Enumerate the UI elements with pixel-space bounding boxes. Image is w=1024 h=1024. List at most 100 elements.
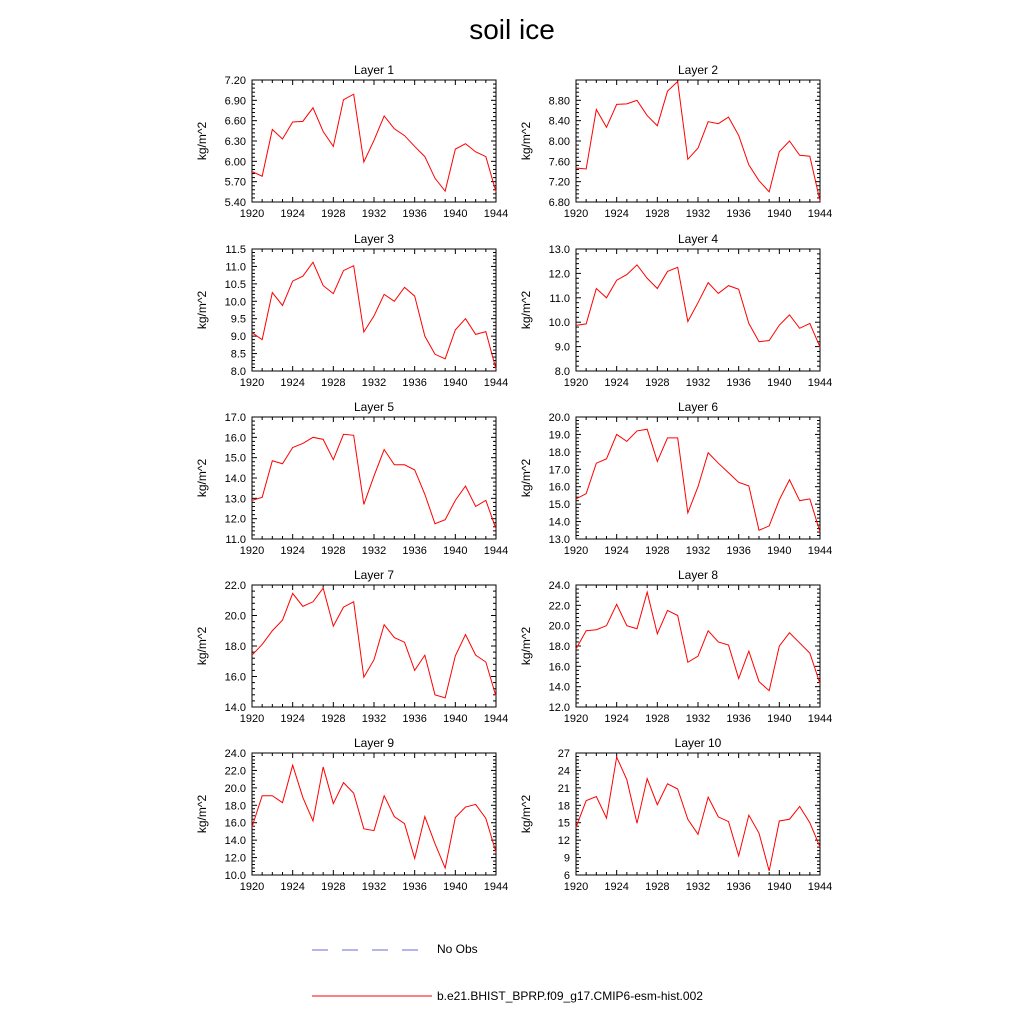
y-tick-label: 8.40 [549,116,570,128]
y-tick-label: 17.0 [549,464,570,476]
x-tick-label: 1936 [402,881,426,893]
chart-panel-2: Layer 2 1920 1924 1928 1932 1936 1940 1944 6.80 7… [519,63,832,220]
x-tick-label: 1920 [240,713,264,725]
x-tick-label: 1924 [604,545,628,557]
plot-frame [575,752,821,876]
plot-frame [251,248,497,372]
series-line [575,264,821,348]
x-tick-label: 1940 [443,713,467,725]
y-tick-label: 5.70 [225,177,246,189]
x-tick-label: 1928 [321,545,345,557]
x-tick-label: 1924 [280,208,304,220]
x-tick-label: 1932 [686,208,710,220]
legend-obs-label: No Obs [437,942,478,956]
y-tick-label: 8.80 [549,95,570,107]
chart-panel-1: Layer 1 1920 1924 1928 1932 1936 1940 1944 5.40 5… [195,63,508,220]
y-tick-label: 22.0 [225,765,246,777]
y-tick-label: 9.0 [231,331,246,343]
y-tick-label: 14.0 [225,702,246,714]
series-line [251,763,497,870]
y-tick-label: 18.0 [549,447,570,459]
y-axis-label: kg/m^2 [519,291,533,330]
y-axis-label: kg/m^2 [519,795,533,834]
x-tick-label: 1944 [808,208,832,220]
x-tick-label: 1944 [484,377,508,389]
x-tick-label: 1928 [321,377,345,389]
x-tick-label: 1940 [767,545,791,557]
series-line [575,590,821,692]
x-tick-label: 1920 [240,881,264,893]
chart-panel-5: Layer 5 1920 1924 1928 1932 1936 1940 1944 11.0 1… [195,400,508,557]
x-tick-label: 1920 [564,545,588,557]
x-tick-label: 1920 [240,545,264,557]
y-tick-label: 10.0 [225,296,246,308]
y-tick-label: 24.0 [225,748,246,760]
y-tick-label: 20.0 [225,783,246,795]
plot-frame [575,248,821,372]
x-tick-label: 1932 [362,208,386,220]
series-line [251,93,497,193]
x-tick-label: 1920 [240,377,264,389]
panel-title: Layer 7 [354,568,394,582]
x-tick-label: 1944 [808,377,832,389]
series-line [251,433,497,529]
y-axis-label: kg/m^2 [519,122,533,161]
x-tick-label: 1944 [484,545,508,557]
x-tick-label: 1944 [808,713,832,725]
y-tick-label: 12 [558,835,570,847]
x-tick-label: 1944 [808,545,832,557]
chart-panel-7: Layer 7 1920 1924 1928 1932 1936 1940 1944 14.0 1… [195,568,508,725]
x-tick-label: 1936 [726,208,750,220]
plot-frame [251,416,497,540]
x-tick-label: 1940 [443,881,467,893]
x-tick-label: 1924 [604,713,628,725]
y-tick-label: 16.0 [225,818,246,830]
y-tick-label: 6 [564,870,570,882]
panel-title: Layer 4 [678,232,718,246]
y-axis-label: kg/m^2 [195,291,209,330]
x-tick-label: 1928 [645,377,669,389]
y-axis-label: kg/m^2 [519,627,533,666]
y-tick-label: 16.0 [549,482,570,494]
x-tick-label: 1920 [564,377,588,389]
y-tick-label: 16.0 [225,672,246,684]
y-tick-label: 20.0 [225,611,246,623]
y-tick-label: 6.00 [225,156,246,168]
chart-panel-6: Layer 6 1920 1924 1928 1932 1936 1940 1944 13.0 1… [519,400,832,557]
x-tick-label: 1936 [726,545,750,557]
x-tick-label: 1944 [484,881,508,893]
series-line [575,80,821,202]
y-tick-label: 8.0 [555,366,570,378]
y-tick-label: 6.60 [225,116,246,128]
x-tick-label: 1940 [443,377,467,389]
x-tick-label: 1936 [402,545,426,557]
y-tick-label: 16.0 [549,661,570,673]
x-tick-label: 1920 [564,881,588,893]
series-line [251,261,497,370]
y-tick-label: 18.0 [225,641,246,653]
y-tick-label: 11.5 [225,244,246,256]
y-tick-label: 6.90 [225,95,246,107]
y-tick-label: 15 [558,818,570,830]
x-tick-label: 1928 [645,881,669,893]
plot-frame [575,584,821,708]
y-tick-label: 10.0 [549,317,570,329]
panel-title: Layer 3 [354,232,394,246]
y-tick-label: 7.20 [549,177,570,189]
x-tick-label: 1928 [645,208,669,220]
panel-title: Layer 1 [354,63,394,77]
y-tick-label: 19.0 [549,429,570,441]
x-tick-label: 1936 [726,881,750,893]
y-tick-label: 12.0 [225,853,246,865]
page-title: soil ice [469,14,555,45]
x-tick-label: 1924 [280,881,304,893]
y-tick-label: 9 [564,853,570,865]
x-tick-label: 1924 [280,377,304,389]
y-tick-label: 11.0 [225,534,246,546]
y-tick-label: 24 [558,765,570,777]
y-tick-label: 11.0 [225,261,246,273]
y-tick-label: 15.0 [225,453,246,465]
y-tick-label: 14.0 [549,517,570,529]
x-tick-label: 1932 [686,377,710,389]
y-axis-label: kg/m^2 [195,122,209,161]
